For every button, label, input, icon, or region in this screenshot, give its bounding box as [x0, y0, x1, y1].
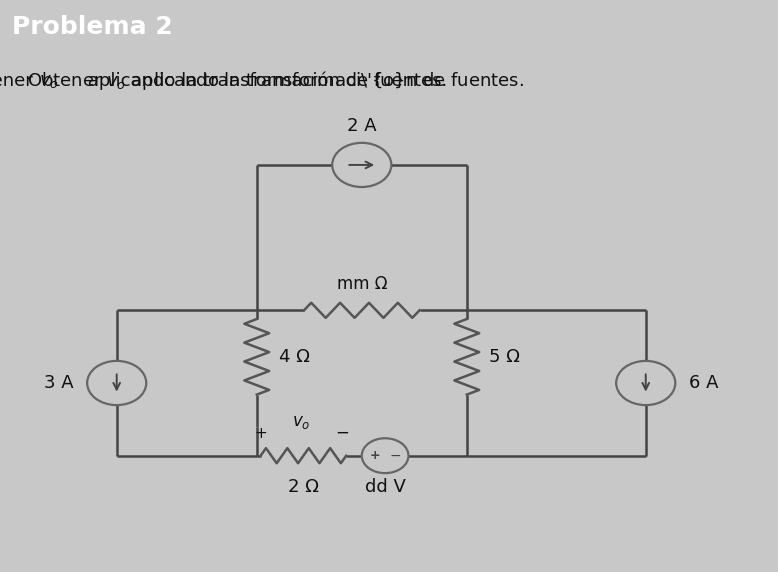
Text: 3 A: 3 A	[44, 374, 74, 392]
Text: dd V: dd V	[365, 478, 405, 496]
Text: 6 A: 6 A	[689, 374, 718, 392]
Text: $v_o$: $v_o$	[39, 72, 58, 90]
Text: 2 A: 2 A	[347, 117, 377, 134]
Text: Problema 2: Problema 2	[12, 15, 173, 39]
Text: Obtener: Obtener	[0, 72, 39, 90]
Text: 2 Ω: 2 Ω	[288, 478, 319, 496]
Text: +: +	[370, 449, 380, 462]
Text: +: +	[254, 426, 267, 441]
Text: aplicando la transformación de fuentes.: aplicando la transformación de fuentes.	[82, 72, 447, 90]
Text: Obtener $v_o$ aplicando la transformaci\'{o}n de fuentes.: Obtener $v_o$ aplicando la transformaci\…	[27, 70, 524, 92]
Text: −: −	[390, 448, 401, 463]
Text: 5 Ω: 5 Ω	[489, 348, 520, 366]
Text: 4 Ω: 4 Ω	[279, 348, 310, 366]
Text: $v_o$: $v_o$	[293, 413, 310, 431]
Circle shape	[616, 361, 675, 405]
Circle shape	[87, 361, 146, 405]
Circle shape	[362, 438, 408, 473]
Text: −: −	[335, 423, 349, 441]
Circle shape	[332, 143, 391, 187]
Text: mm Ω: mm Ω	[337, 275, 387, 293]
